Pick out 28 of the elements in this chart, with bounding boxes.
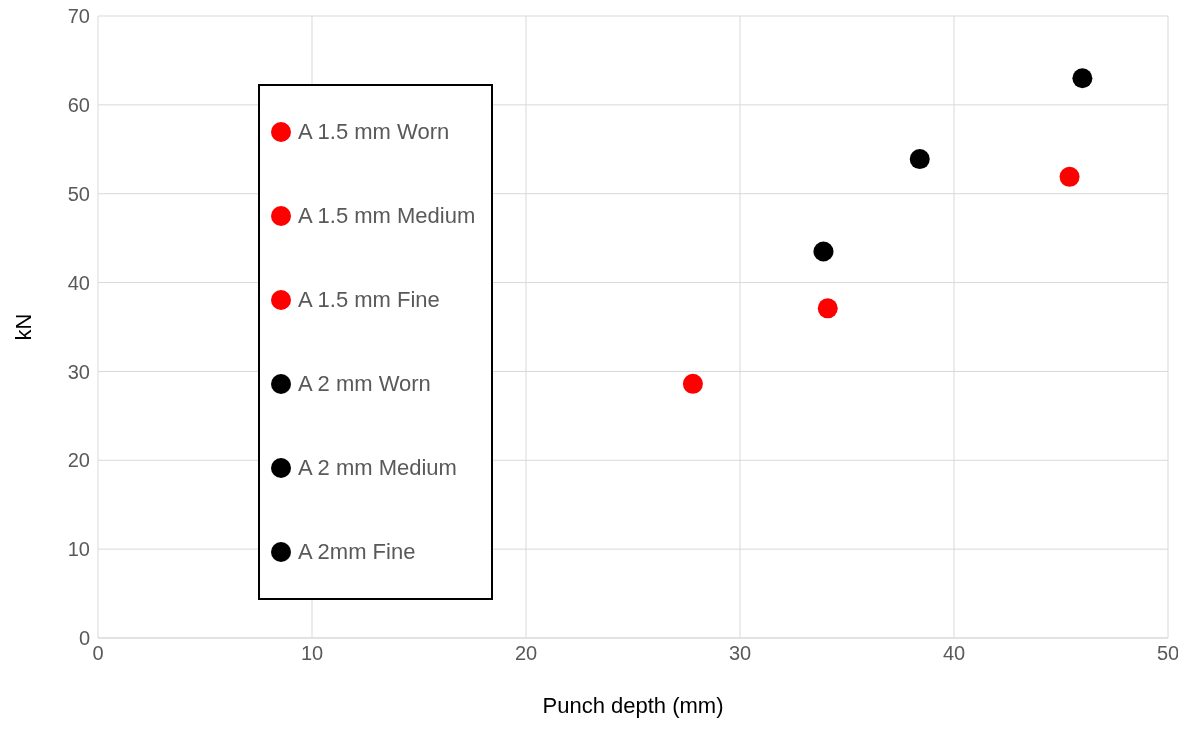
legend-label: A 2mm Fine bbox=[298, 539, 416, 565]
point bbox=[1059, 166, 1080, 187]
point bbox=[817, 298, 838, 319]
y-tick-label: 70 bbox=[67, 5, 90, 28]
legend-label: A 1.5 mm Worn bbox=[298, 119, 450, 145]
x-tick-label: 0 bbox=[92, 642, 104, 665]
legend-label: A 2 mm Worn bbox=[298, 371, 431, 397]
point bbox=[909, 149, 930, 170]
point bbox=[682, 373, 703, 394]
legend-label: A 2 mm Medium bbox=[298, 455, 457, 481]
y-tick-label: 30 bbox=[67, 360, 90, 383]
x-tick-label: 30 bbox=[728, 642, 752, 665]
y-tick-label: 10 bbox=[67, 538, 90, 561]
y-tick-label: 0 bbox=[78, 627, 90, 650]
point bbox=[813, 241, 834, 262]
point bbox=[1072, 68, 1093, 89]
x-tick-label: 40 bbox=[942, 642, 966, 665]
x-tick-label: 10 bbox=[300, 642, 324, 665]
y-tick-label: 60 bbox=[67, 93, 90, 116]
x-axis-title: Punch depth (mm) bbox=[542, 693, 724, 718]
x-tick-label: 20 bbox=[514, 642, 538, 665]
y-tick-label: 40 bbox=[67, 271, 90, 294]
y-tick-label: 50 bbox=[67, 182, 90, 205]
y-axis-title: kN bbox=[10, 313, 36, 341]
legend-label: A 1.5 mm Medium bbox=[298, 203, 476, 229]
legend-label: A 1.5 mm Fine bbox=[298, 287, 440, 313]
x-tick-label: 50 bbox=[1156, 642, 1180, 665]
y-tick-label: 20 bbox=[67, 449, 90, 472]
